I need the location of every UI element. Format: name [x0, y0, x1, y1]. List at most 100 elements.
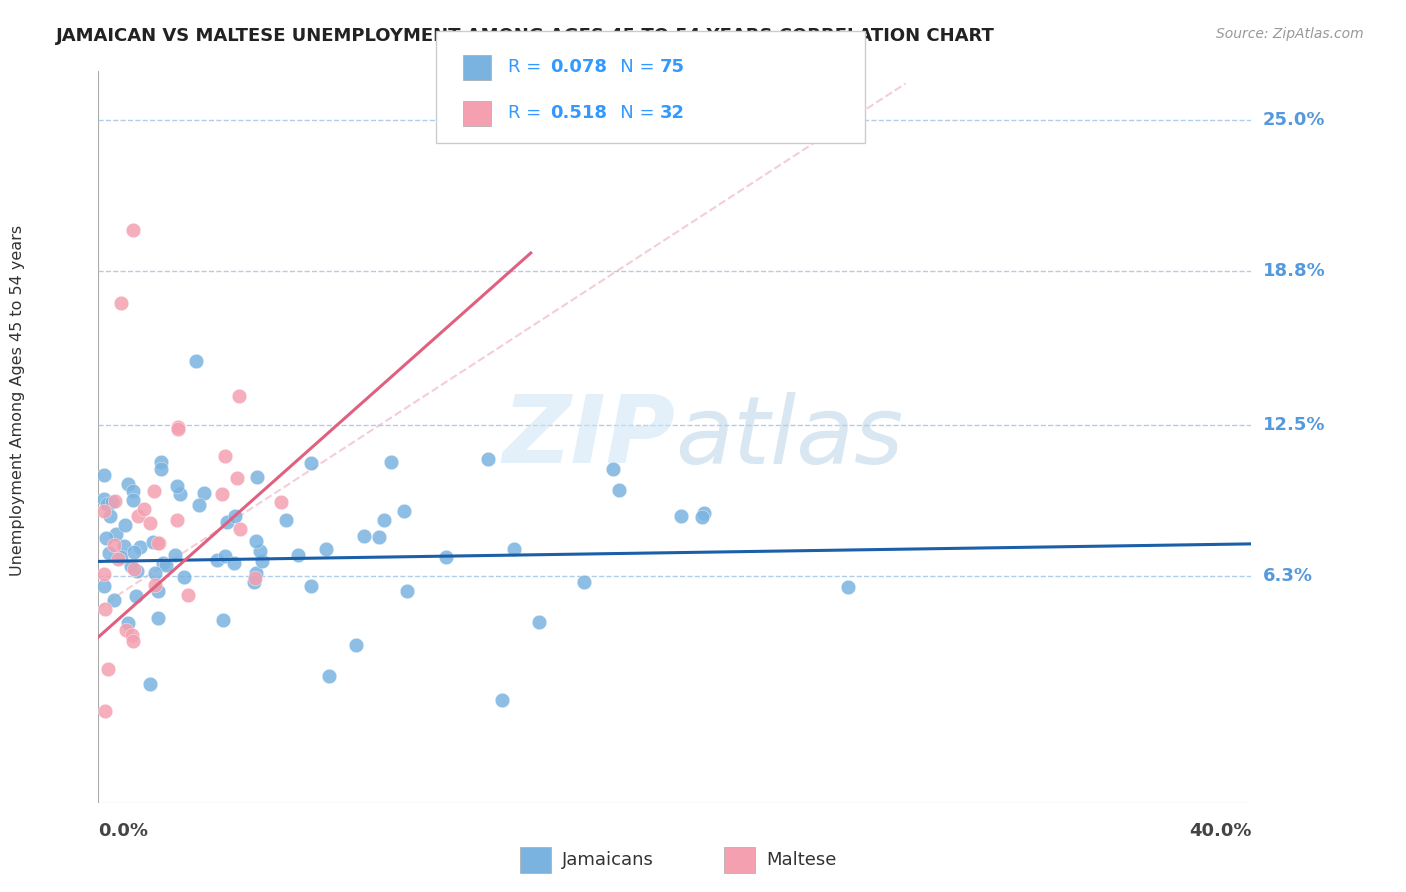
- Point: [572, 575, 595, 590]
- Point: [117, 616, 139, 631]
- Point: [353, 529, 375, 543]
- Point: [103, 593, 125, 607]
- Text: Maltese: Maltese: [766, 851, 837, 869]
- Point: [228, 389, 250, 403]
- Point: [150, 455, 173, 469]
- Text: 18.8%: 18.8%: [1263, 262, 1326, 280]
- Point: [396, 584, 419, 599]
- Point: [392, 503, 415, 517]
- Point: [217, 516, 239, 530]
- Point: [122, 633, 145, 648]
- Text: 0.518: 0.518: [550, 104, 607, 122]
- Point: [110, 549, 132, 564]
- Point: [177, 588, 200, 602]
- Point: [224, 508, 246, 523]
- Point: [146, 611, 169, 625]
- Point: [94, 704, 117, 718]
- Text: 40.0%: 40.0%: [1189, 822, 1251, 840]
- Text: 0.078: 0.078: [550, 58, 607, 77]
- Point: [142, 484, 165, 499]
- Point: [105, 526, 128, 541]
- Point: [125, 589, 148, 603]
- Point: [146, 536, 169, 550]
- Point: [103, 538, 125, 552]
- Point: [110, 296, 132, 310]
- Point: [246, 469, 269, 483]
- Point: [98, 509, 121, 524]
- Point: [229, 522, 252, 536]
- Text: Unemployment Among Ages 45 to 54 years: Unemployment Among Ages 45 to 54 years: [10, 225, 25, 576]
- Point: [214, 449, 236, 463]
- Point: [491, 693, 513, 707]
- Text: 75: 75: [659, 58, 685, 77]
- Point: [477, 452, 499, 467]
- Point: [205, 553, 228, 567]
- Point: [193, 485, 215, 500]
- Point: [127, 509, 149, 524]
- Point: [122, 561, 145, 575]
- Point: [122, 493, 145, 508]
- Point: [139, 677, 162, 691]
- Point: [93, 504, 115, 518]
- Text: Jamaicans: Jamaicans: [562, 851, 654, 869]
- Point: [155, 558, 177, 572]
- Point: [373, 513, 395, 527]
- Text: 25.0%: 25.0%: [1263, 112, 1324, 129]
- Point: [97, 546, 120, 560]
- Point: [607, 483, 630, 498]
- Point: [529, 615, 551, 630]
- Point: [276, 513, 298, 527]
- Text: 12.5%: 12.5%: [1263, 416, 1324, 434]
- Point: [380, 455, 402, 469]
- Point: [101, 495, 124, 509]
- Point: [693, 506, 716, 520]
- Point: [270, 495, 292, 509]
- Point: [96, 531, 118, 545]
- Point: [211, 486, 233, 500]
- Point: [145, 578, 167, 592]
- Point: [299, 456, 322, 470]
- Point: [94, 602, 117, 616]
- Point: [671, 508, 693, 523]
- Point: [120, 558, 142, 573]
- Point: [166, 513, 188, 527]
- Point: [139, 516, 162, 530]
- Point: [104, 493, 127, 508]
- Point: [114, 517, 136, 532]
- Text: 32: 32: [659, 104, 685, 122]
- Point: [150, 461, 173, 475]
- Point: [93, 468, 115, 483]
- Point: [146, 584, 169, 599]
- Point: [318, 669, 340, 683]
- Point: [287, 548, 309, 562]
- Text: 0.0%: 0.0%: [98, 822, 149, 840]
- Text: atlas: atlas: [675, 392, 903, 483]
- Point: [96, 496, 118, 510]
- Point: [132, 502, 155, 516]
- Point: [367, 530, 389, 544]
- Point: [93, 566, 115, 581]
- Text: N =: N =: [603, 58, 661, 77]
- Point: [122, 223, 145, 237]
- Text: N =: N =: [603, 104, 661, 122]
- Point: [93, 579, 115, 593]
- Point: [243, 571, 266, 585]
- Point: [97, 662, 120, 676]
- Point: [128, 540, 150, 554]
- Point: [117, 477, 139, 491]
- Point: [142, 535, 165, 549]
- Point: [107, 551, 129, 566]
- Point: [692, 510, 714, 524]
- Text: R =: R =: [508, 58, 547, 77]
- Point: [214, 549, 236, 563]
- Point: [122, 483, 145, 498]
- Point: [222, 556, 245, 570]
- Point: [602, 462, 624, 476]
- Point: [837, 580, 859, 594]
- Point: [226, 471, 249, 485]
- Point: [93, 491, 115, 506]
- Point: [212, 614, 235, 628]
- Point: [122, 544, 145, 558]
- Point: [346, 638, 368, 652]
- Text: Source: ZipAtlas.com: Source: ZipAtlas.com: [1216, 27, 1364, 41]
